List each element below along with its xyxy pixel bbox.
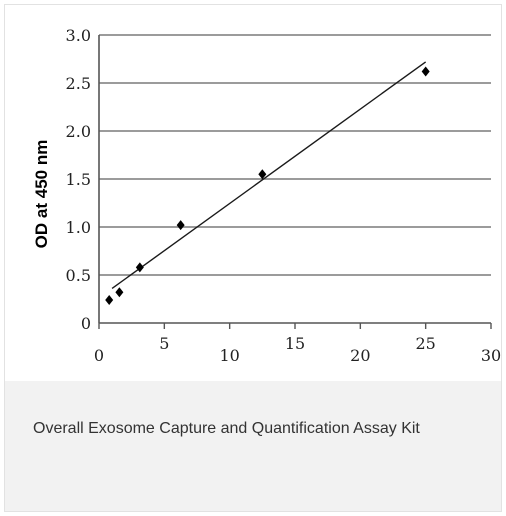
y-tick-label: 1.5 xyxy=(66,170,91,189)
y-tick-label: 0.5 xyxy=(66,266,91,285)
y-tick-label: 0 xyxy=(81,314,91,333)
axes xyxy=(98,35,492,329)
tick-labels: 0 0.5 1.0 1.5 2.0 2.5 3.0 0 5 10 15 20 25 30 xyxy=(66,26,501,365)
caption-panel: Overall Exosome Capture and Quantificati… xyxy=(5,381,501,511)
trendline-layer xyxy=(111,61,427,290)
x-tick-label: 30 xyxy=(481,346,501,365)
chart-svg: 0 0.5 1.0 1.5 2.0 2.5 3.0 0 5 10 15 20 25 30 OD at 45… xyxy=(32,26,501,365)
x-tick-label: 20 xyxy=(350,346,370,365)
data-points xyxy=(105,66,430,305)
x-tick-label: 10 xyxy=(219,346,239,365)
y-tick-label: 1.0 xyxy=(66,218,91,237)
standard-curve-chart: 0 0.5 1.0 1.5 2.0 2.5 3.0 0 5 10 15 20 25 30 OD at 45… xyxy=(5,5,501,381)
y-tick-label: 2.5 xyxy=(66,74,91,93)
gridlines xyxy=(99,34,491,276)
trendline xyxy=(111,61,427,290)
data-point-diamond xyxy=(135,262,144,273)
y-tick-label: 3.0 xyxy=(66,26,91,45)
x-tick-label: 15 xyxy=(285,334,305,353)
product-card: 0 0.5 1.0 1.5 2.0 2.5 3.0 0 5 10 15 20 25 30 OD at 45… xyxy=(4,4,502,512)
y-tick-label: 2.0 xyxy=(66,122,91,141)
y-axis-title: OD at 450 nm xyxy=(32,140,51,249)
data-point-diamond xyxy=(176,220,185,231)
data-point-diamond xyxy=(258,169,267,180)
data-point-diamond xyxy=(105,294,114,305)
x-tick-label: 5 xyxy=(159,334,169,353)
data-point-diamond xyxy=(115,287,124,298)
x-tick-label: 25 xyxy=(415,334,435,353)
data-point-diamond xyxy=(421,66,430,77)
x-tick-label: 0 xyxy=(94,346,104,365)
product-title: Overall Exosome Capture and Quantificati… xyxy=(33,420,420,437)
